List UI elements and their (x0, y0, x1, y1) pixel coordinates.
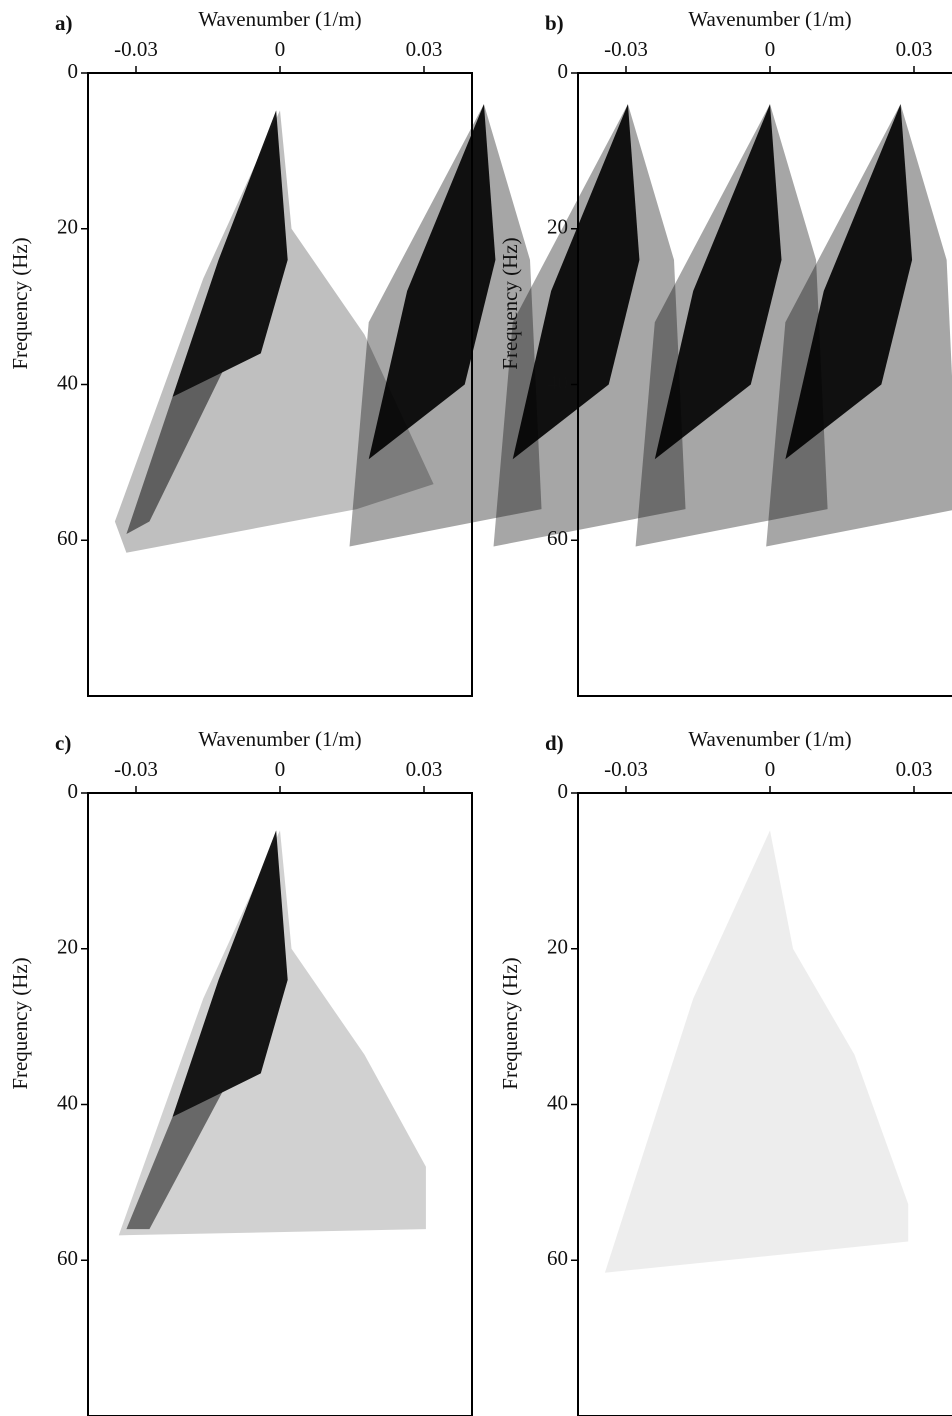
x-axis-label: Wavenumber (1/m) (198, 7, 361, 31)
y-tick-label: 60 (547, 1246, 568, 1270)
y-tick-label: 60 (57, 1246, 78, 1270)
x-tick-label: -0.03 (114, 757, 158, 781)
spectrum-energy (604, 830, 909, 1273)
y-tick-label: 20 (57, 935, 78, 959)
spectrum-energy (126, 372, 223, 535)
x-tick-label: 0 (275, 757, 286, 781)
y-tick-label: 40 (57, 1090, 78, 1114)
panel-label: c) (55, 731, 71, 755)
spectrum-energy (368, 104, 496, 460)
x-tick-label: 0 (275, 37, 286, 61)
x-axis-label: Wavenumber (1/m) (688, 727, 851, 751)
x-tick-label: 0.03 (406, 37, 443, 61)
y-tick-label: 60 (547, 526, 568, 550)
panel: d) Wavenumber (1/m) Frequency (Hz) -0.03 0 0.… (498, 727, 952, 1416)
y-axis-label: Frequency (Hz) (8, 957, 32, 1089)
x-axis-label: Wavenumber (1/m) (198, 727, 361, 751)
x-tick-label: 0 (765, 37, 776, 61)
spectrum-energy (172, 110, 288, 397)
y-tick-label: 0 (558, 59, 569, 83)
y-tick-label: 40 (547, 370, 568, 394)
y-axis-label: Frequency (Hz) (498, 957, 522, 1089)
panel: b) Wavenumber (1/m) Frequency (Hz) -0.03 0 0.… (349, 7, 952, 697)
y-tick-label: 20 (547, 935, 568, 959)
x-tick-label: -0.03 (114, 37, 158, 61)
panel-label: d) (545, 731, 564, 755)
y-tick-label: 20 (547, 215, 568, 239)
y-axis-label: Frequency (Hz) (8, 237, 32, 369)
spectrum-energy (114, 110, 434, 553)
x-axis-label: Wavenumber (1/m) (688, 7, 851, 31)
x-tick-label: 0.03 (406, 757, 443, 781)
y-tick-label: 0 (68, 59, 79, 83)
panel: c) Wavenumber (1/m) Frequency (Hz) -0.03 0 0.… (8, 727, 473, 1416)
y-tick-label: 40 (57, 370, 78, 394)
x-tick-label: 0 (765, 757, 776, 781)
x-tick-label: 0.03 (896, 37, 933, 61)
y-tick-label: 0 (68, 779, 79, 803)
spectrum (114, 110, 434, 553)
panel: a) Wavenumber (1/m) Frequency (Hz) -0.03 0 0.… (8, 7, 473, 697)
spectrum-energy (172, 830, 288, 1117)
spectrum-energy (785, 104, 913, 460)
y-tick-label: 60 (57, 526, 78, 550)
spectrum-energy (512, 104, 640, 460)
spectrum-energy (126, 1092, 223, 1230)
panel-label: a) (55, 11, 73, 35)
x-tick-label: 0.03 (896, 757, 933, 781)
x-tick-label: -0.03 (604, 757, 648, 781)
panel-label: b) (545, 11, 564, 35)
y-tick-label: 20 (57, 215, 78, 239)
spectrum (349, 104, 952, 547)
spectrum-energy (654, 104, 782, 460)
x-tick-label: -0.03 (604, 37, 648, 61)
y-tick-label: 0 (558, 779, 569, 803)
spectrum (604, 830, 909, 1273)
y-axis-label: Frequency (Hz) (498, 237, 522, 369)
spectrum (118, 830, 426, 1236)
y-tick-label: 40 (547, 1090, 568, 1114)
